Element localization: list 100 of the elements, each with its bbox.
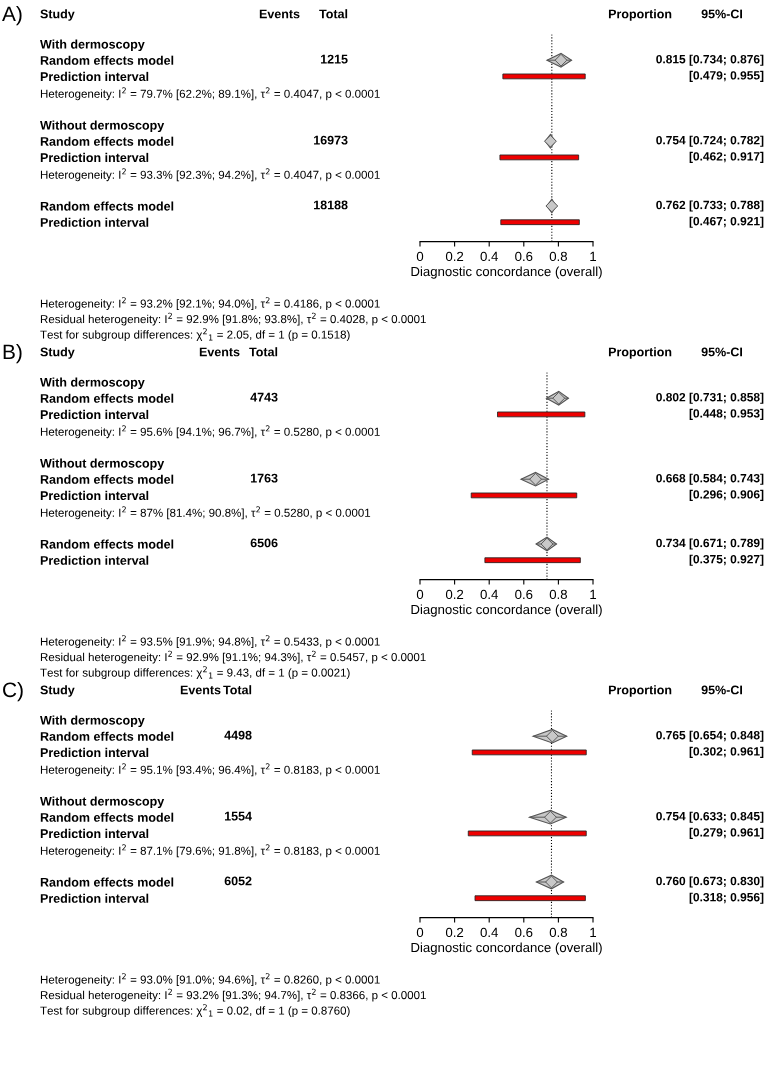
y-tick-label: Prediction interval <box>40 409 149 420</box>
text: 95%-CI <box>701 9 742 19</box>
text: [0.279; 0.961] <box>689 827 764 839</box>
text: Test for subgroup differences: χ$^{2}$$_{1}$ = 9.43, df = 1 (p = 0.0021) <box>40 666 350 679</box>
text: [0.448; 0.953] <box>689 408 764 420</box>
x-axis-title: Diagnostic concordance (overall) <box>411 942 602 955</box>
bar <box>502 73 586 80</box>
text: 4498 <box>224 730 252 740</box>
y-tick-label: Without dermoscopy <box>40 120 165 133</box>
text: B) <box>3 343 22 364</box>
text: C) <box>3 681 23 702</box>
text: Heterogeneity: I$^{2}$ = 93.5% [91.9%; 94.8%], τ$^{2}$ = 0.5433, p < 0.0001 <box>40 635 380 648</box>
y-tick-label: With dermoscopy <box>40 39 145 52</box>
text: Test for subgroup differences: χ$^{2}$$_{1}$ = 2.05, df = 1 (p = 0.1518) <box>40 328 350 341</box>
x-tick-label: 0.8 <box>549 589 567 600</box>
text: [0.318; 0.956] <box>689 892 764 904</box>
x-tick-label: 0.6 <box>515 251 533 262</box>
y-tick-label: Random effects model <box>40 393 174 403</box>
y-tick-label: With dermoscopy <box>40 377 145 390</box>
text: Total <box>319 9 348 19</box>
y-tick-label: With dermoscopy <box>40 715 145 728</box>
x-tick-label: 0.4 <box>480 589 498 600</box>
x-tick-label: 0 <box>416 589 424 600</box>
text: Study <box>40 347 75 359</box>
x-axis-title: Diagnostic concordance (overall) <box>411 604 602 617</box>
text: Residual heterogeneity: I$^{2}$ = 93.2% [91.3%; 94.7%], τ$^{2}$ = 0.8366, p < 0.0001 <box>40 988 426 1002</box>
x-tick-label: 0.6 <box>515 927 533 938</box>
bar <box>500 219 580 226</box>
text: Proportion <box>608 685 672 697</box>
text: Residual heterogeneity: I$^{2}$ = 92.9% [91.1%; 94.3%], τ$^{2}$ = 0.5457, p < 0.0001 <box>40 650 426 664</box>
y-tick-label: Random effects model <box>40 539 174 549</box>
text: [0.296; 0.906] <box>689 489 764 501</box>
x-tick-label: 0.8 <box>549 927 567 938</box>
text: 4743 <box>250 392 278 402</box>
data-label: 0.754 [0.724; 0.782] <box>656 135 764 147</box>
text: Study <box>40 9 75 21</box>
text: 1554 <box>224 811 252 821</box>
text: 1763 <box>250 473 278 483</box>
text: [0.375; 0.927] <box>689 554 764 566</box>
x-tick-label: 0.2 <box>445 251 464 262</box>
y-tick-label: Without dermoscopy <box>40 458 165 471</box>
x-tick-label: 1 <box>590 927 597 937</box>
text: 6052 <box>224 876 252 886</box>
x-tick-label: 0 <box>416 251 424 262</box>
text: Proportion <box>608 347 672 359</box>
text: 1215 <box>320 54 348 64</box>
y-tick-label: Random effects model <box>40 55 174 65</box>
data-label: 0.762 [0.733; 0.788] <box>656 200 764 212</box>
y-tick-label: Prediction interval <box>40 217 149 227</box>
y-tick-label: Random effects model <box>40 812 174 822</box>
text: [0.462; 0.917] <box>689 151 764 163</box>
x-axis-title: Diagnostic concordance (overall) <box>411 266 602 279</box>
y-tick-label: Prediction interval <box>40 893 149 903</box>
bar <box>499 154 580 161</box>
x-tick-label: 0.2 <box>445 927 464 938</box>
x-tick-label: 1 <box>590 251 597 261</box>
data-label: 0.815 [0.734; 0.876] <box>656 54 764 66</box>
text: 16973 <box>314 135 348 145</box>
text: Total <box>249 347 278 357</box>
x-tick-label: 0.6 <box>515 589 533 600</box>
x-tick-label: 0 <box>416 927 424 938</box>
y-tick-label: Heterogeneity: I$^{2}$ = 95.6% [94.1%; 96.7%], τ$^{2}$ = 0.5280, p < 0.0001 <box>40 425 380 439</box>
y-tick-label: Random effects model <box>40 731 174 741</box>
text: Proportion <box>608 9 672 21</box>
x-tick-label: 0.8 <box>549 251 567 262</box>
x-tick-label: 0.4 <box>480 927 498 938</box>
bar <box>497 411 586 418</box>
y-tick-label: Heterogeneity: I$^{2}$ = 79.7% [62.2%; 89.1%], τ$^{2}$ = 0.4047, p < 0.0001 <box>40 87 380 101</box>
bar <box>484 557 581 564</box>
data-label: 0.802 [0.731; 0.858] <box>656 392 764 404</box>
text: A) <box>2 5 22 26</box>
y-tick-label: Prediction interval <box>40 490 149 501</box>
data-label: 0.734 [0.671; 0.789] <box>656 538 764 550</box>
y-tick-label: Heterogeneity: I$^{2}$ = 93.3% [92.3%; 94.2%], τ$^{2}$ = 0.4047, p < 0.0001 <box>40 168 380 182</box>
y-tick-label: Prediction interval <box>40 828 149 839</box>
y-tick-label: Prediction interval <box>40 555 149 565</box>
text: Heterogeneity: I$^{2}$ = 93.2% [92.1%; 94.0%], τ$^{2}$ = 0.4186, p < 0.0001 <box>40 297 380 310</box>
text: Test for subgroup differences: χ$^{2}$$_{1}$ = 0.02, df = 1 (p = 0.8760) <box>40 1004 350 1017</box>
data-label: 0.754 [0.633; 0.845] <box>656 811 764 823</box>
text: 95%-CI <box>701 347 742 357</box>
text: Events <box>259 9 300 19</box>
text: Events <box>199 347 240 357</box>
x-tick-label: 1 <box>590 589 597 599</box>
text: 6506 <box>250 538 278 548</box>
text: 18188 <box>314 200 348 210</box>
y-tick-label: Prediction interval <box>40 71 149 82</box>
y-tick-label: Prediction interval <box>40 747 149 758</box>
data-label: 0.668 [0.584; 0.743] <box>656 473 764 485</box>
text: Study <box>40 685 75 697</box>
text: [0.467; 0.921] <box>689 216 764 228</box>
text: Heterogeneity: I$^{2}$ = 93.0% [91.0%; 94.6%], τ$^{2}$ = 0.8260, p < 0.0001 <box>40 973 380 986</box>
y-tick-label: Without dermoscopy <box>40 796 165 809</box>
y-tick-label: Random effects model <box>40 877 174 887</box>
data-label: 0.760 [0.673; 0.830] <box>656 876 764 888</box>
y-tick-label: Random effects model <box>40 201 174 211</box>
y-tick-label: Random effects model <box>40 136 174 146</box>
y-tick-label: Random effects model <box>40 474 174 484</box>
x-tick-label: 0.4 <box>480 251 498 262</box>
text: [0.302; 0.961] <box>689 746 764 758</box>
text: Events <box>180 685 221 695</box>
